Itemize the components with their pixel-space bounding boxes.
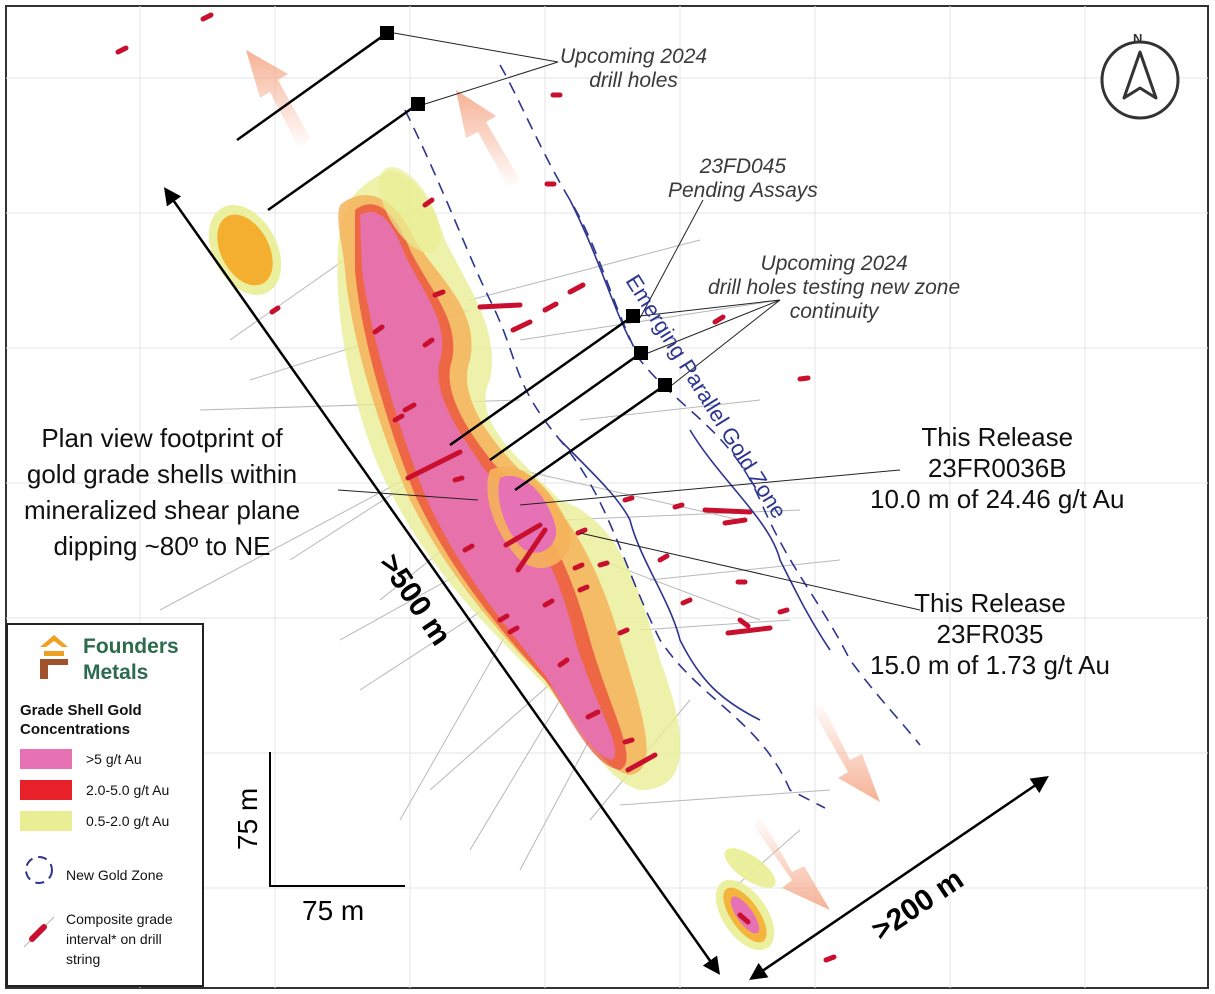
- annotation-upcoming-top: Upcoming 2024 drill holes: [560, 45, 708, 92]
- founders-logo-icon: [40, 635, 68, 679]
- legend-title: Grade Shell Gold Concentrations: [20, 702, 142, 738]
- north-arrow-icon: [1100, 40, 1180, 120]
- dim-short-arrow: [749, 776, 1049, 980]
- company-name-2: Metals: [83, 661, 149, 684]
- legend-label-zone: New Gold Zone: [66, 867, 164, 883]
- annotation-pending: 23FD045 Pending Assays: [668, 155, 818, 202]
- annotation-release-2: This Release 23FR035 15.0 m of 1.73 g/t Au: [870, 588, 1110, 680]
- scale-bar: [269, 752, 405, 887]
- north-label: N: [1133, 31, 1143, 46]
- legend-label-mid: 2.0-5.0 g/t Au: [86, 782, 170, 798]
- legend-swatch-high: [20, 749, 72, 769]
- annotation-release-1: This Release 23FR0036B 10.0 m of 24.46 g/t…: [870, 422, 1125, 514]
- legend-swatch-low: [20, 811, 72, 831]
- company-name-1: Founders: [83, 635, 179, 658]
- scale-horizontal-label: 75 m: [302, 895, 365, 926]
- legend: Founders Metals Grade Shell Gold Concentr…: [6, 623, 204, 987]
- legend-label-high: >5 g/t Au: [86, 751, 142, 767]
- legend-swatch-mid: [20, 780, 72, 800]
- new-zone-icon: [25, 856, 53, 884]
- dim-long-arrow: [163, 187, 721, 975]
- legend-label-low: 0.5-2.0 g/t Au: [86, 813, 170, 829]
- scale-vertical-label: 75 m: [232, 787, 263, 850]
- composite-interval-icon: [23, 916, 55, 948]
- annotation-plan-view: Plan view footprint of gold grade shells …: [24, 423, 301, 561]
- annotation-upcoming-mid: Upcoming 2024 drill holes testing new zon…: [708, 252, 961, 323]
- legend-label-interval: Composite grade interval* on drill string: [66, 911, 173, 967]
